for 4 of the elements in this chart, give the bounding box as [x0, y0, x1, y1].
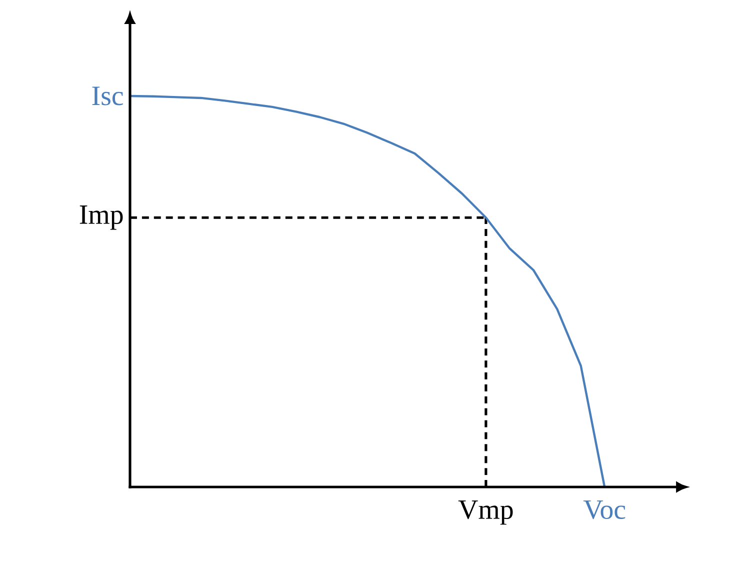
ref-line-label: Imp — [80, 206, 123, 230]
x-tick-label: Vmp — [458, 500, 513, 525]
annotation: Isc — [92, 86, 123, 106]
x-tick-label: Voc — [583, 500, 626, 520]
